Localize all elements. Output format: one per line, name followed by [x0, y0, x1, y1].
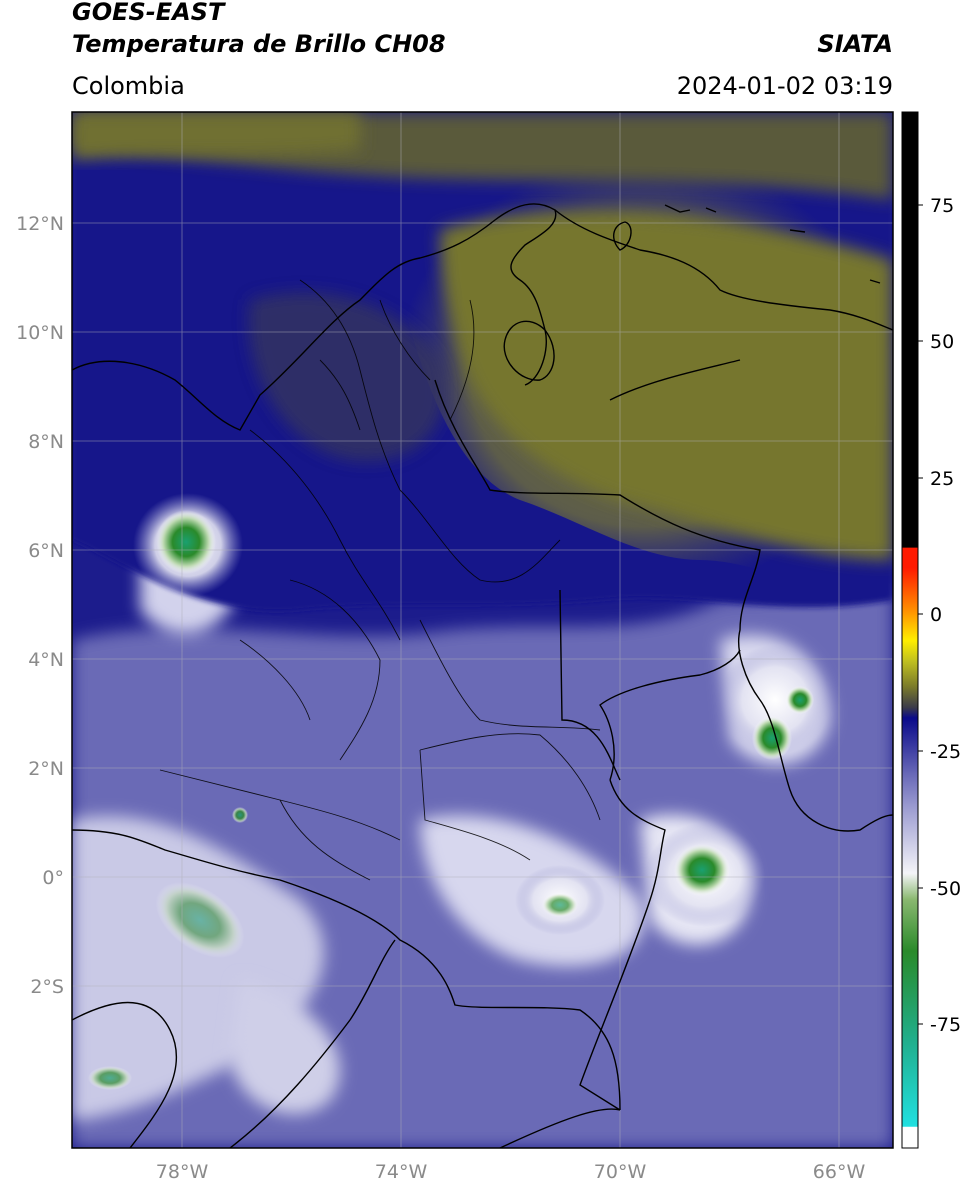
lon-tick-label: 78°W [156, 1161, 209, 1183]
colorbar-label: 25 [930, 468, 954, 490]
colorbar-label: -75 [930, 1014, 961, 1036]
department-boundaries [159, 279, 601, 881]
colorbar [902, 112, 918, 1148]
brand-label: SIATA [817, 30, 893, 58]
map-frame [71, 111, 894, 1149]
lon-tick-label: 70°W [594, 1161, 647, 1183]
lat-tick-label: 2°S [30, 976, 64, 998]
lat-tick-label: 12°N [16, 213, 64, 235]
country-boundaries [72, 203, 893, 1148]
colorbar-label: -50 [930, 878, 961, 900]
lat-tick-label: 10°N [16, 322, 64, 344]
lat-tick-label: 2°N [28, 758, 64, 780]
lat-tick-label: 4°N [28, 649, 64, 671]
lat-tick-label: 0° [42, 867, 64, 889]
lat-tick-label: 6°N [28, 540, 64, 562]
datetime-label: 2024-01-02 03:19 [676, 72, 893, 100]
colorbar-label: 0 [930, 604, 942, 626]
region-label: Colombia [72, 72, 185, 100]
lat-tick-label: 8°N [28, 431, 64, 453]
brightness-temperature-field [72, 112, 893, 1148]
lon-tick-label: 66°W [813, 1161, 866, 1183]
lon-tick-label: 74°W [375, 1161, 428, 1183]
colorbar-label: 50 [930, 331, 954, 353]
colorbar-label: -25 [930, 741, 961, 763]
colorbar-label: 75 [930, 195, 954, 217]
colorbar-frame [901, 111, 919, 1149]
satellite-title: GOES-EAST [72, 0, 225, 26]
product-title: Temperatura de Brillo CH08 [72, 30, 446, 58]
